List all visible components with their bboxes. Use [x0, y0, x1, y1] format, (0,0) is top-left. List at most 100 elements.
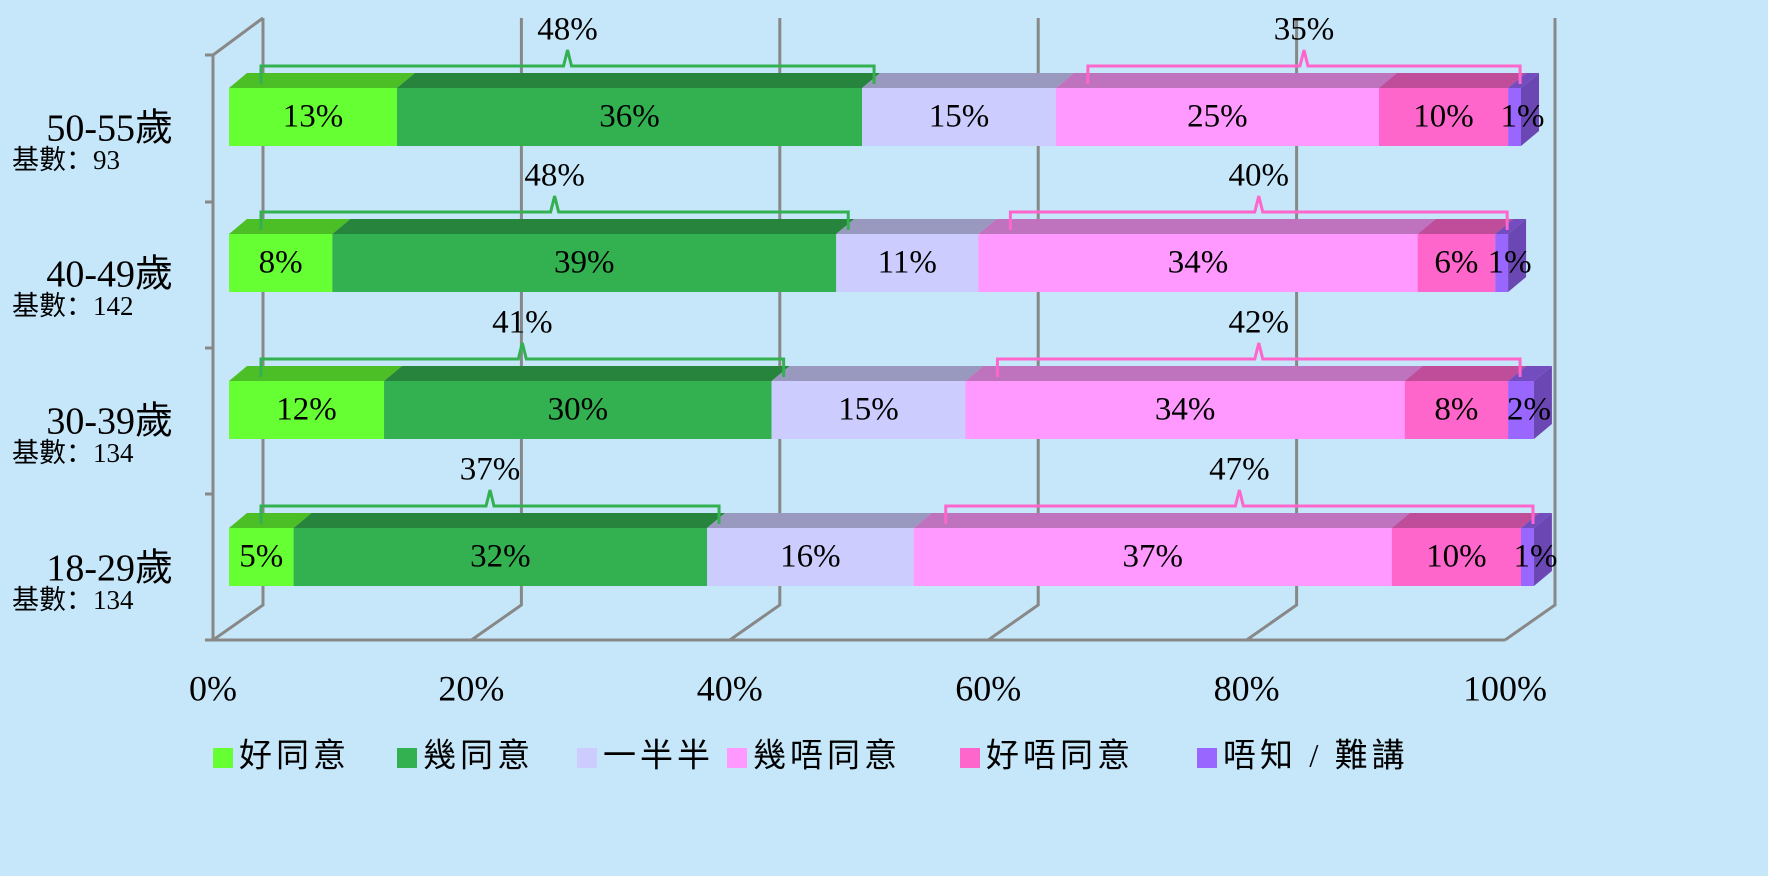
bar: [293, 528, 708, 586]
bracket: [259, 49, 876, 84]
bar-top: [707, 513, 932, 528]
bracket-label: 35%: [1274, 12, 1335, 48]
value-label: 34%: [1168, 245, 1229, 281]
category-label: 50-55歲: [46, 108, 173, 150]
category-note: 基數：134: [12, 438, 134, 468]
bar-top: [332, 219, 855, 234]
bar: [384, 381, 772, 439]
legend-label: 一半半: [603, 738, 714, 775]
bar: [1055, 88, 1379, 146]
bracket-label: 47%: [1209, 452, 1270, 488]
bar-top: [978, 219, 1436, 234]
grid-line: [470, 18, 523, 642]
bar: [1378, 88, 1509, 146]
grid-line: [1245, 18, 1299, 642]
legend-swatch: [1197, 748, 1217, 768]
bar-top: [1055, 73, 1397, 88]
bar: [862, 88, 1056, 146]
legend-label: 好唔同意: [986, 738, 1134, 775]
value-label: 13%: [283, 99, 344, 135]
bracket: [259, 342, 786, 377]
bar-top: [229, 513, 312, 528]
bar: [229, 234, 333, 292]
bar-top: [965, 366, 1423, 381]
bar-top: [229, 73, 415, 88]
value-label: 1%: [1488, 245, 1532, 281]
bracket-label: 48%: [524, 158, 585, 194]
bracket-label: 37%: [460, 452, 521, 488]
bar: [229, 88, 397, 146]
bar: [1417, 234, 1496, 292]
value-label: 30%: [548, 392, 609, 428]
bar: [229, 528, 294, 586]
value-label: 15%: [838, 392, 899, 428]
legend-label: 好同意: [239, 738, 350, 775]
bar: [1508, 88, 1521, 146]
value-label: 8%: [259, 245, 303, 281]
category-label: 30-39歲: [46, 401, 173, 443]
bar: [836, 234, 979, 292]
legend-label: 唔知 / 難講: [1223, 738, 1409, 775]
legend-label: 幾同意: [423, 738, 534, 775]
value-label: 10%: [1413, 99, 1474, 135]
category-note: 基數：134: [12, 585, 134, 615]
bar: [707, 528, 914, 586]
bracket: [1086, 49, 1522, 84]
value-label: 1%: [1501, 99, 1545, 135]
bracket: [1008, 195, 1509, 230]
bar: [396, 88, 863, 146]
bar-top: [771, 366, 984, 381]
bar-side: [1533, 366, 1552, 439]
legend-label: 幾唔同意: [753, 738, 901, 775]
bar-side: [1508, 219, 1527, 292]
bar: [229, 381, 385, 439]
legend-swatch: [960, 748, 980, 768]
bar-top: [229, 219, 351, 234]
x-tick-label: 100%: [1463, 668, 1547, 708]
category-note: 基數：142: [12, 291, 134, 321]
value-label: 39%: [554, 245, 615, 281]
bar: [1404, 381, 1509, 439]
x-tick-label: 20%: [438, 668, 504, 708]
value-label: 16%: [780, 539, 841, 575]
bar-top: [1417, 219, 1514, 234]
bracket: [259, 195, 850, 230]
bar-top: [836, 219, 997, 234]
bar-top: [1378, 73, 1527, 88]
value-label: 34%: [1155, 392, 1216, 428]
bar: [965, 381, 1405, 439]
value-label: 1%: [1513, 539, 1557, 575]
bar-top: [862, 73, 1074, 88]
legend-swatch: [397, 748, 417, 768]
grid-line: [212, 18, 265, 642]
value-label: 6%: [1434, 245, 1478, 281]
bar-top: [913, 513, 1410, 528]
value-label: 37%: [1123, 539, 1184, 575]
bracket-label: 42%: [1229, 305, 1290, 341]
legend-swatch: [213, 748, 233, 768]
bar: [913, 528, 1392, 586]
bracket-label: 48%: [537, 12, 598, 48]
value-label: 12%: [276, 392, 337, 428]
value-label: 8%: [1434, 392, 1478, 428]
bar-top: [1521, 513, 1552, 528]
bar-top: [1391, 513, 1539, 528]
bar: [1391, 528, 1521, 586]
bracket: [995, 342, 1522, 377]
x-tick-label: 60%: [955, 668, 1021, 708]
bar-top: [1404, 366, 1527, 381]
bar-side: [1521, 73, 1539, 146]
bar: [332, 234, 837, 292]
bracket-label: 41%: [492, 305, 553, 341]
category-label: 40-49歲: [46, 254, 173, 296]
grid-line: [1504, 18, 1557, 642]
bar: [978, 234, 1418, 292]
value-label: 25%: [1187, 99, 1248, 135]
bracket-label: 40%: [1229, 158, 1290, 194]
bar: [1521, 528, 1534, 586]
value-label: 5%: [239, 539, 283, 575]
bar-top: [1508, 73, 1539, 88]
value-label: 10%: [1426, 539, 1487, 575]
bracket: [944, 489, 1535, 524]
x-tick-label: 40%: [697, 668, 763, 708]
